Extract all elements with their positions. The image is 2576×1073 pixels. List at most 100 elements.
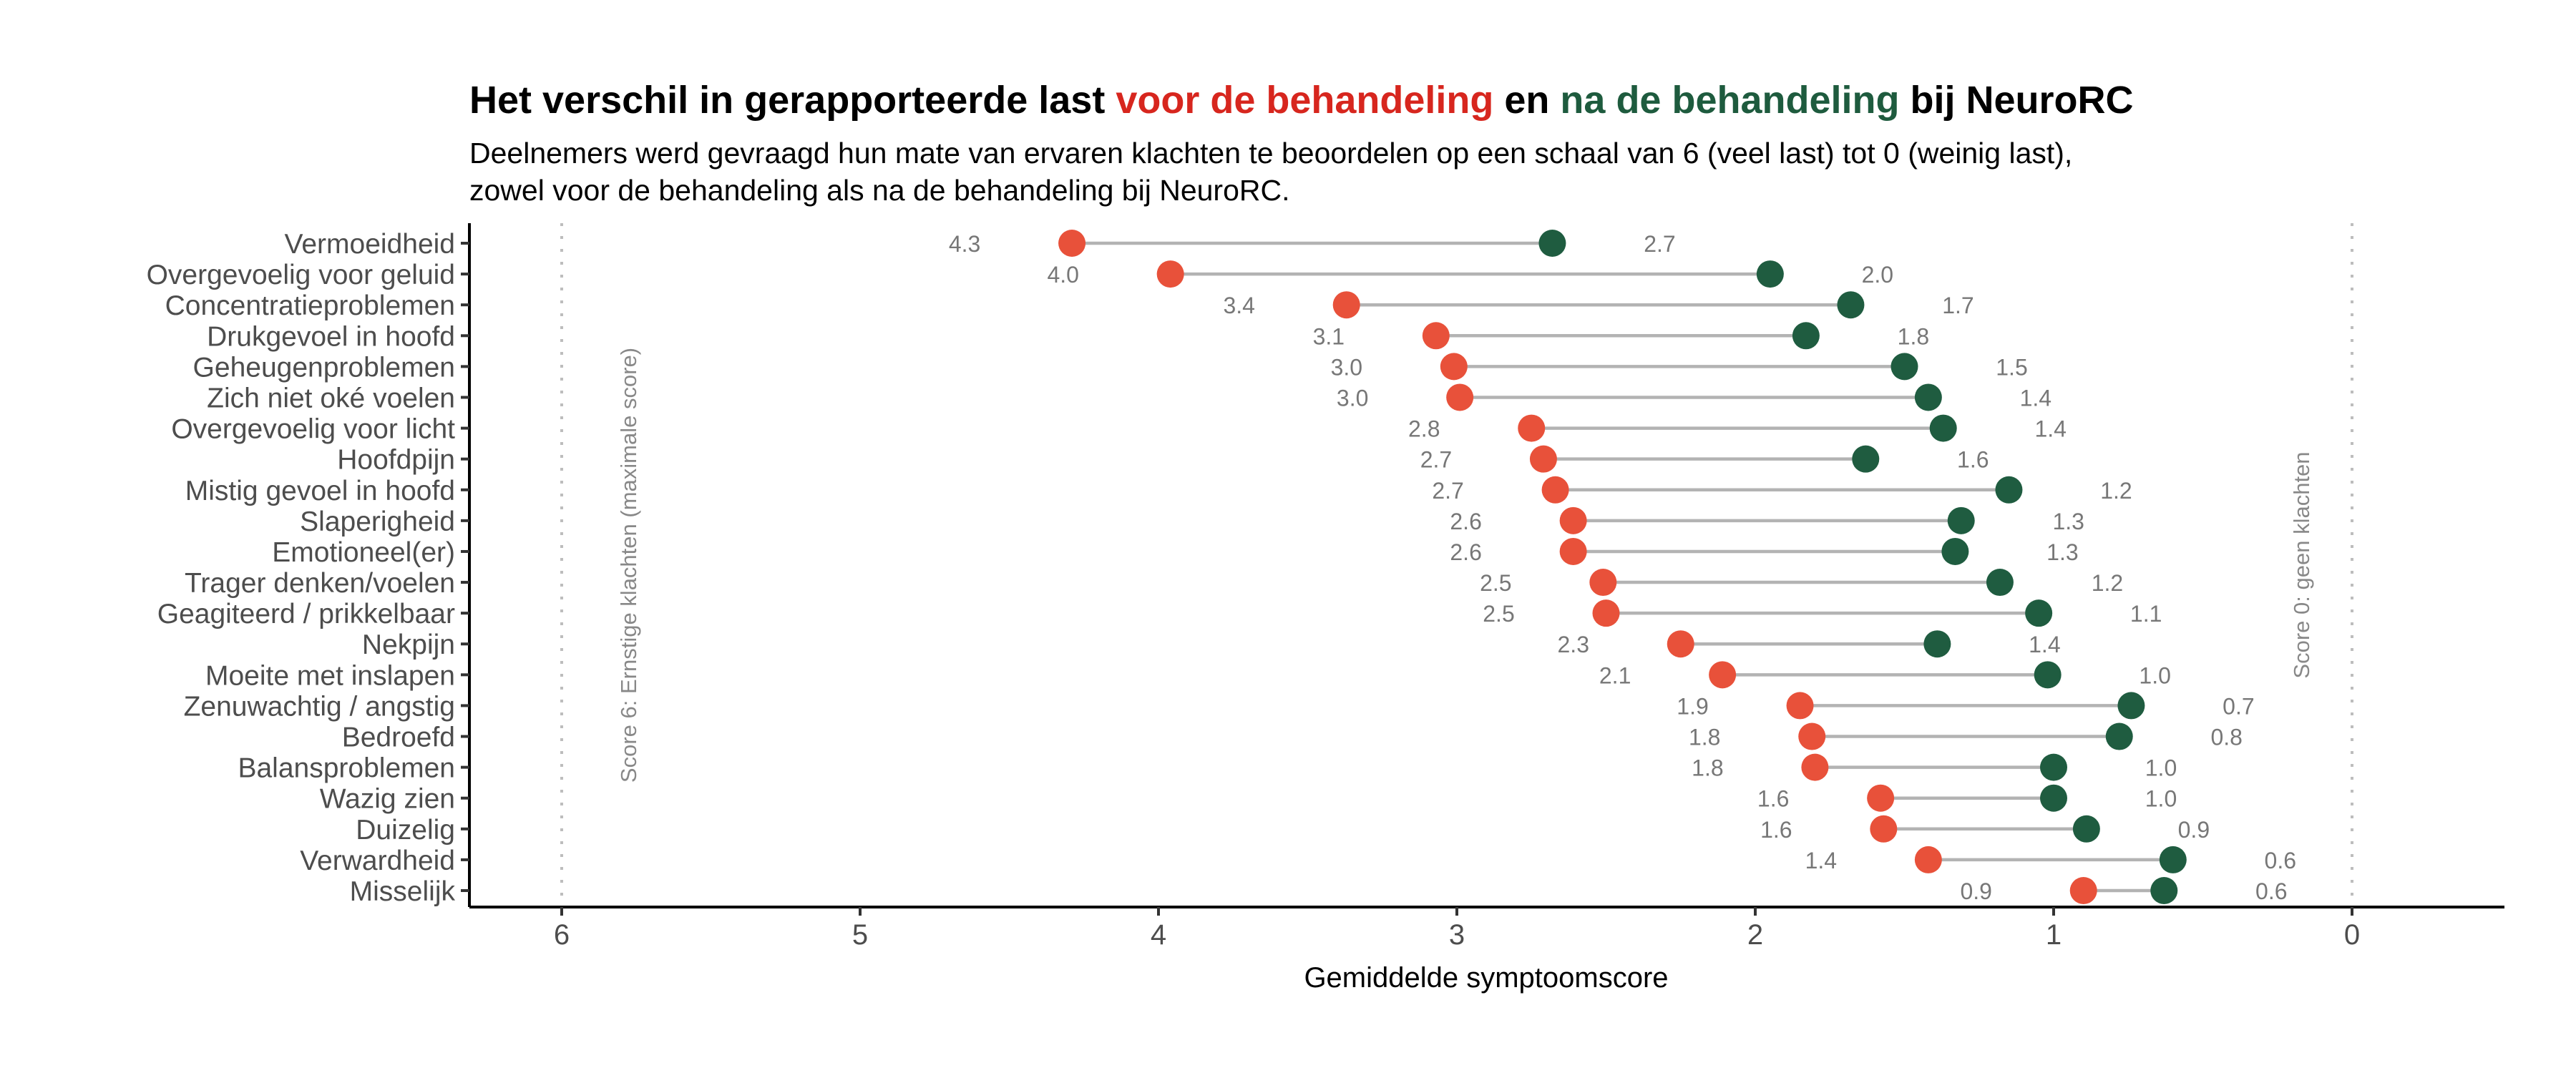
point-after <box>1852 445 1880 473</box>
title-part: Het verschil in gerapporteerde last <box>469 79 1116 122</box>
point-before <box>1589 569 1617 597</box>
point-after <box>2040 753 2067 781</box>
label-before: 1.8 <box>1689 725 1720 750</box>
x-tick-label: 2 <box>1747 919 1763 951</box>
label-after: 1.4 <box>2020 385 2051 411</box>
label-before: 2.1 <box>1599 662 1631 688</box>
point-after <box>1914 383 1942 411</box>
point-after <box>1890 353 1918 381</box>
label-before: 2.8 <box>1408 416 1440 442</box>
point-before <box>1914 846 1942 873</box>
label-after: 0.6 <box>2255 878 2287 904</box>
point-before <box>1667 630 1694 658</box>
point-before <box>1786 692 1814 720</box>
point-before <box>1518 414 1546 442</box>
label-before: 2.3 <box>1558 632 1589 657</box>
label-after: 1.1 <box>2130 601 2162 627</box>
point-after <box>1995 476 2023 504</box>
label-after: 1.3 <box>2052 509 2084 534</box>
label-before: 2.6 <box>1450 539 1481 565</box>
title-part: bij NeuroRC <box>1899 79 2133 122</box>
y-tick-label: Concentratieproblemen <box>165 290 455 321</box>
label-after: 1.4 <box>2029 632 2060 657</box>
point-before <box>1529 445 1557 473</box>
reference-line-label: Score 0: geen klachten <box>2289 451 2314 678</box>
point-after <box>1941 537 1969 565</box>
y-tick-label: Overgevoelig voor geluid <box>147 260 455 290</box>
point-after <box>2117 692 2145 720</box>
label-before: 1.6 <box>1760 817 1792 843</box>
point-after <box>2159 846 2187 873</box>
x-tick-label: 6 <box>554 919 570 951</box>
x-tick-label: 1 <box>2046 919 2062 951</box>
point-before <box>1156 260 1184 288</box>
label-after: 1.2 <box>2092 570 2123 596</box>
label-after: 2.0 <box>1862 262 1893 288</box>
y-tick-label: Overgevoelig voor licht <box>171 414 455 445</box>
y-tick-label: Drukgevoel in hoofd <box>207 321 455 352</box>
point-after <box>2105 722 2133 750</box>
y-tick-label: Moeite met inslapen <box>205 660 455 691</box>
label-after: 0.9 <box>2178 817 2210 843</box>
point-after <box>1756 260 1784 288</box>
point-before <box>1422 322 1450 350</box>
x-axis-title: Gemiddelde symptoomscore <box>1304 962 1668 994</box>
label-before: 0.9 <box>1960 878 1991 904</box>
point-after <box>1538 230 1566 257</box>
point-after <box>1792 322 1820 350</box>
label-after: 1.0 <box>2139 662 2170 688</box>
label-before: 3.4 <box>1223 293 1254 318</box>
label-after: 1.5 <box>1996 354 2027 380</box>
y-tick-label: Emotioneel(er) <box>272 537 455 568</box>
point-before <box>1559 537 1587 565</box>
point-before <box>1541 476 1569 504</box>
point-after <box>1986 569 2014 597</box>
title-part: en <box>1493 79 1560 122</box>
point-after <box>2150 877 2178 904</box>
label-after: 1.0 <box>2145 786 2177 812</box>
label-before: 2.6 <box>1450 509 1481 534</box>
y-tick-label: Nekpijn <box>362 629 455 660</box>
point-after <box>2034 661 2062 689</box>
y-tick-label: Hoofdpijn <box>337 445 455 476</box>
y-tick-label: Zenuwachtig / angstig <box>184 691 455 722</box>
point-after <box>2040 784 2067 812</box>
label-after: 1.4 <box>2034 416 2066 442</box>
label-before: 2.7 <box>1432 478 1463 504</box>
label-before: 4.3 <box>949 231 980 257</box>
y-tick-label: Misselijk <box>350 876 456 907</box>
label-before: 2.5 <box>1480 570 1511 596</box>
title-before: voor de behandeling <box>1116 79 1493 122</box>
x-tick-label: 3 <box>1449 919 1465 951</box>
label-before: 3.1 <box>1313 323 1345 349</box>
y-tick-label: Zich niet oké voelen <box>207 383 455 413</box>
point-before <box>1332 291 1360 319</box>
reference-line-label: Score 6: Ernstige klachten (maximale sco… <box>616 348 641 783</box>
point-before <box>2069 877 2097 904</box>
y-tick-label: Geheugenproblemen <box>193 352 455 383</box>
x-tick-label: 0 <box>2344 919 2360 951</box>
y-tick-label: Verwardheid <box>300 846 455 876</box>
x-tick-label: 5 <box>852 919 868 951</box>
y-tick-label: Wazig zien <box>320 784 455 815</box>
label-before: 3.0 <box>1331 354 1362 380</box>
label-before: 1.9 <box>1677 693 1708 719</box>
point-after <box>2072 815 2100 843</box>
point-after <box>1947 506 1975 534</box>
point-before <box>1440 353 1468 381</box>
chart-subtitle-line-1: Deelnemers werd gevraagd hun mate van er… <box>469 137 2072 170</box>
label-after: 1.2 <box>2100 478 2132 504</box>
point-before <box>1801 753 1829 781</box>
label-after: 0.7 <box>2223 693 2254 719</box>
y-tick-label: Vermoeidheid <box>285 229 456 260</box>
label-after: 1.3 <box>2046 539 2078 565</box>
y-tick-label: Balansproblemen <box>238 753 455 784</box>
chart-title: Het verschil in gerapporteerde last voor… <box>469 79 2134 122</box>
point-after <box>1923 630 1951 658</box>
label-before: 4.0 <box>1047 262 1078 288</box>
label-before: 1.8 <box>1692 755 1723 781</box>
point-before <box>1446 383 1474 411</box>
label-after: 1.8 <box>1898 323 1929 349</box>
label-after: 1.7 <box>1942 293 1974 318</box>
